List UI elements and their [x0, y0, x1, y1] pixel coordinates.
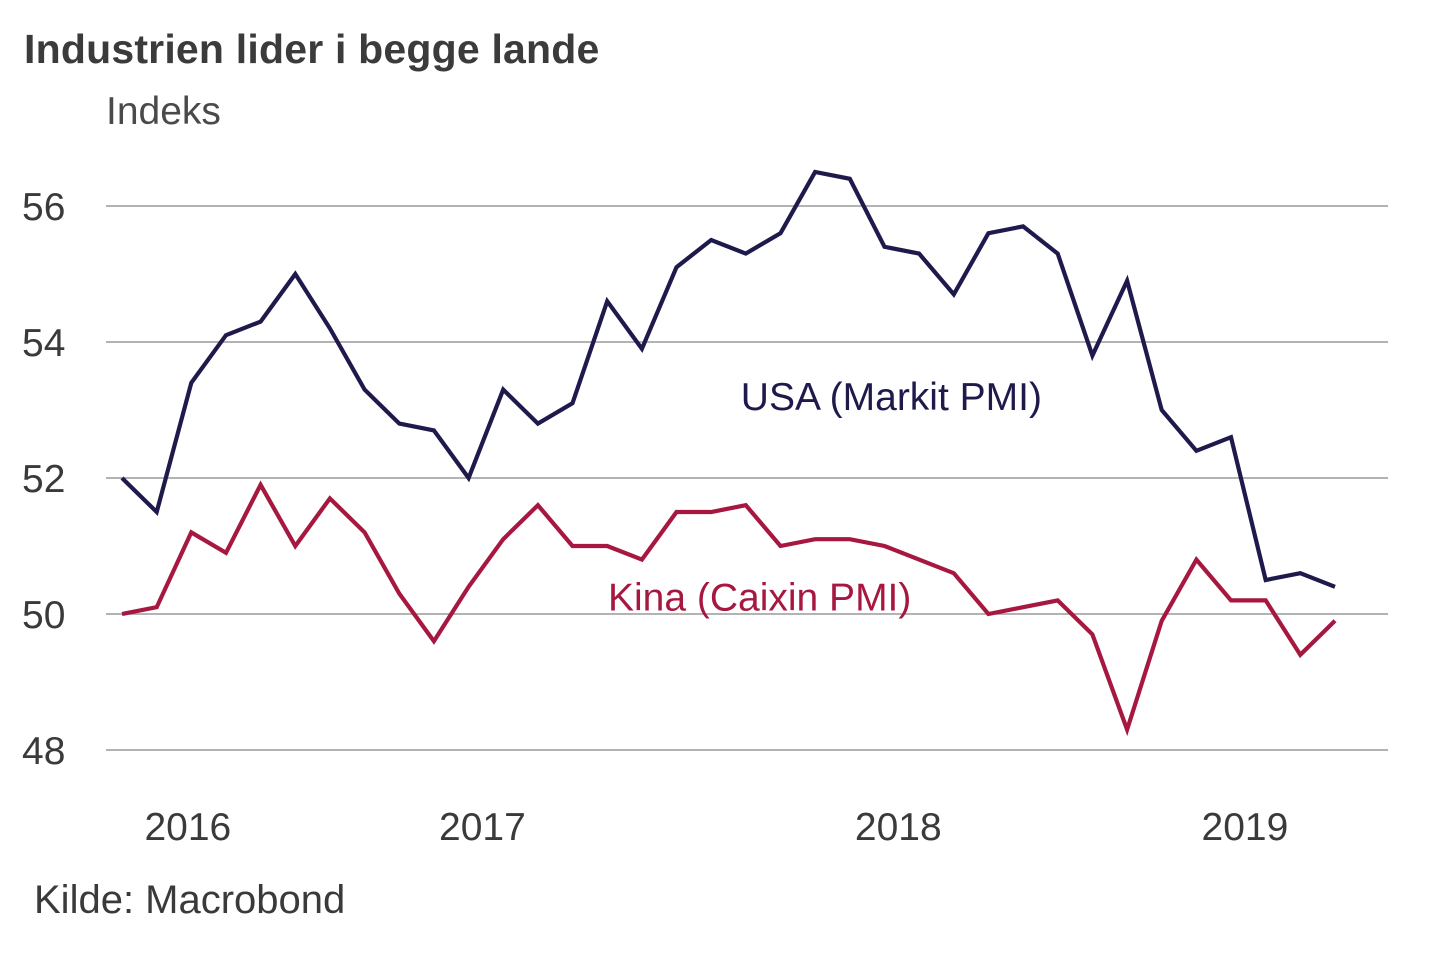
- series-line-kina: [121, 480, 1337, 737]
- series-lines: [120, 169, 1337, 737]
- series-labels: USA (Markit PMI) Kina (Caixin PMI): [608, 376, 1042, 620]
- x-tick-label-2018: 2018: [855, 806, 942, 849]
- y-tick-label-50: 50: [22, 594, 65, 637]
- y-axis-ticks: 48 50 52 54 56: [22, 186, 65, 773]
- series-label-usa: USA (Markit PMI): [741, 376, 1042, 419]
- source-note: Kilde: Macrobond: [34, 878, 346, 922]
- y-tick-label-56: 56: [22, 186, 65, 229]
- y-axis-unit-label: Indeks: [106, 90, 221, 133]
- x-tick-label-2016: 2016: [144, 806, 231, 849]
- x-tick-label-2019: 2019: [1202, 806, 1289, 849]
- y-tick-label-54: 54: [22, 322, 65, 365]
- x-axis-ticks: 2016 2017 2018 2019: [144, 806, 1288, 849]
- y-tick-label-52: 52: [22, 458, 65, 501]
- series-label-kina: Kina (Caixin PMI): [608, 577, 911, 620]
- x-tick-label-2017: 2017: [439, 806, 526, 849]
- series-line-usa: [120, 169, 1336, 589]
- gridlines: [106, 205, 1388, 751]
- y-tick-label-48: 48: [22, 730, 65, 773]
- chart-title: Industrien lider i begge lande: [24, 26, 600, 72]
